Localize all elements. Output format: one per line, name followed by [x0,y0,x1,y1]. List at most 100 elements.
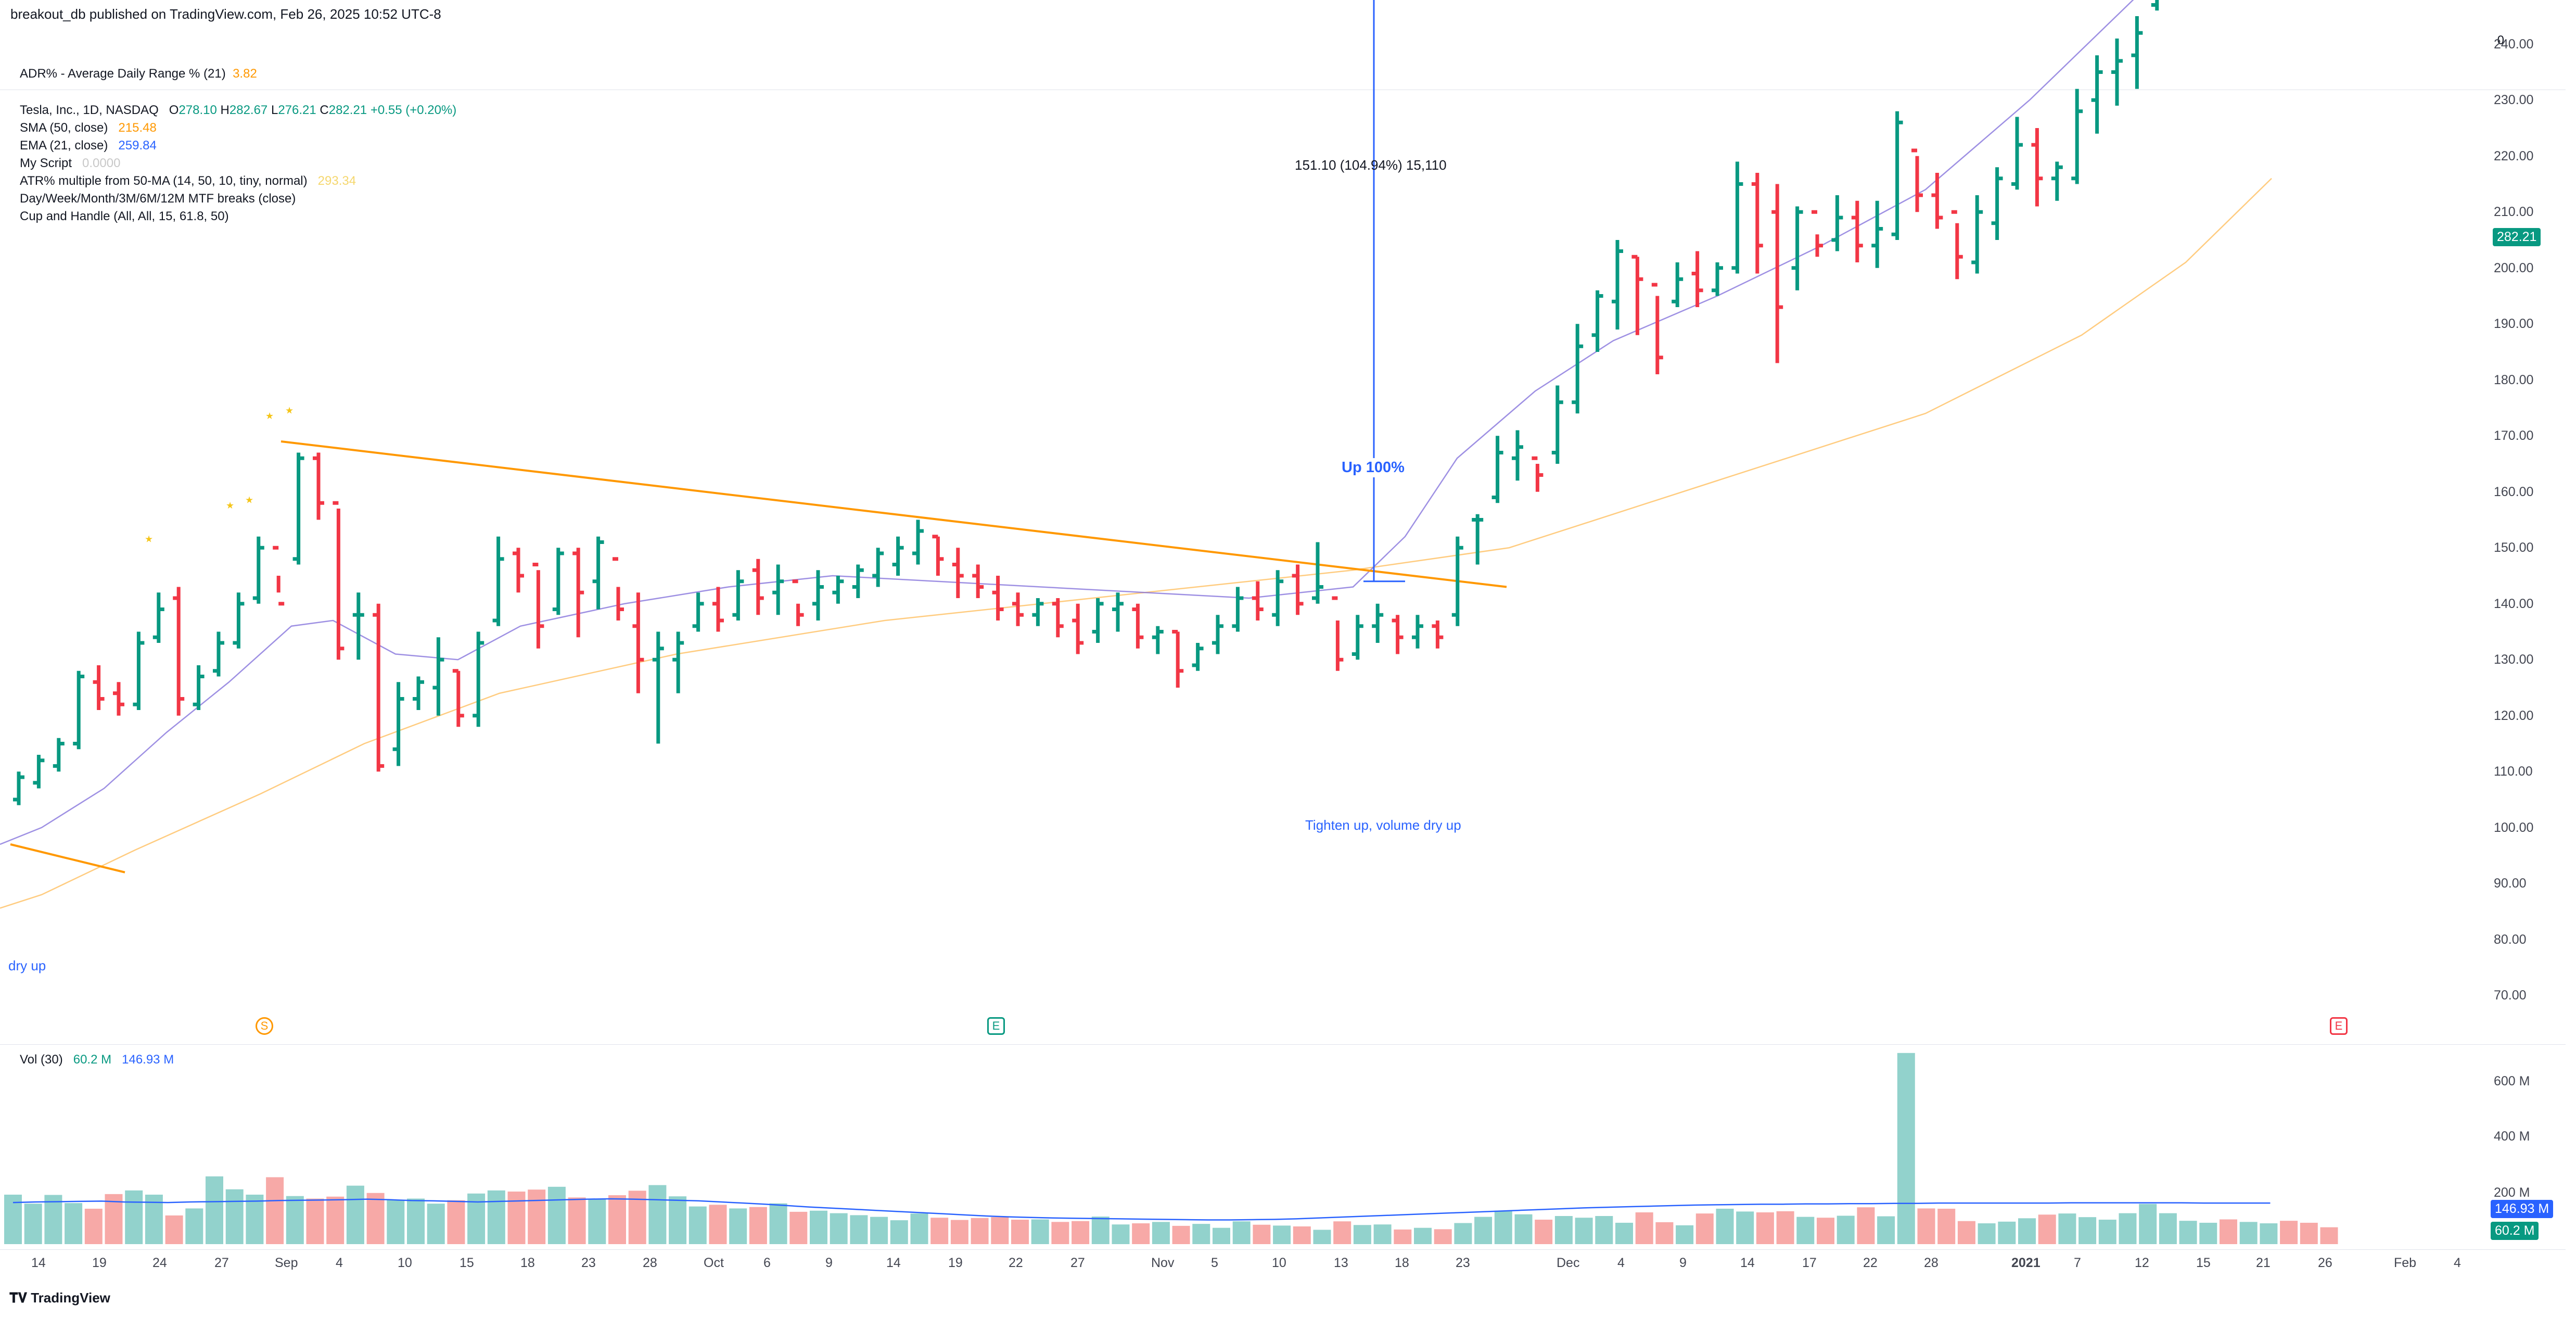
volume-legend[interactable]: Vol (30) 60.2 M 146.93 M [20,1053,174,1067]
adr-value: 3.82 [233,67,257,81]
sma-label: SMA (50, close) [20,121,108,135]
volume-bar [1937,1208,1956,1244]
tradingview-logo[interactable]: 𝐓𝐕 TradingView [9,1290,110,1307]
low-label: L [271,103,278,117]
upcoming-earnings-letter: E [2335,1019,2343,1032]
volume-bar [769,1203,787,1244]
measure-label: 151.10 (104.94%) 15,110 [1295,157,1447,173]
volume-bar [1535,1220,1553,1244]
volume-bar [2139,1204,2157,1244]
mtf-legend[interactable]: Day/Week/Month/3M/6M/12M MTF breaks (clo… [20,192,296,206]
volume-bar [346,1185,364,1244]
volume-bar [688,1206,707,1244]
ohlc-bar [1272,570,1284,626]
signal-star-icon: ★ [145,534,153,544]
x-tick-label: 27 [1070,1256,1085,1270]
volume-bar [749,1207,767,1244]
cup-legend[interactable]: Cup and Handle (All, All, 15, 61.8, 50) [20,209,229,224]
volume-bar [648,1185,667,1244]
ohlc-bar [1032,598,1044,626]
volume-bar [910,1213,928,1244]
volume-bar [1595,1216,1613,1244]
ohlc-bar [672,631,684,693]
ohlc-bar [33,755,45,789]
x-tick-label: 10 [1272,1256,1286,1270]
atr-legend[interactable]: ATR% multiple from 50-MA (14, 50, 10, ti… [20,174,356,188]
x-tick-label: 28 [1924,1256,1939,1270]
ohlc-bar [1812,210,1823,257]
volume-bar [2320,1227,2338,1244]
open-label: O [169,103,179,117]
volume-bar [1031,1219,1049,1244]
upcoming-earnings-marker[interactable]: E [2330,1017,2348,1035]
ohlc-bar [1532,456,1544,492]
ohlc-bar [1911,148,1923,212]
ohlc-bar [1052,598,1064,638]
volume-bar [185,1208,203,1244]
ohlc-bar [592,536,604,610]
ohlc-bar [1712,262,1723,296]
x-tick-label: 28 [643,1256,657,1270]
volume-bar [2260,1223,2278,1244]
x-tick-label: 4 [1617,1256,1625,1270]
volume-pane-divider [0,1044,2566,1045]
volume-bar [991,1217,1009,1244]
x-tick-label: 14 [1740,1256,1755,1270]
volume-bar [2199,1222,2217,1244]
volume-bar [487,1190,505,1244]
change-value: +0.55 (+0.20%) [370,103,457,117]
sma-legend[interactable]: SMA (50, close) 215.48 [20,121,157,135]
ohlc-bar [1672,262,1684,307]
volume-bar [1152,1222,1170,1244]
volume-bar [2018,1218,2036,1244]
x-tick-label: 22 [1009,1256,1023,1270]
volume-axis-200m: 200 M [2494,1185,2530,1200]
ohlc-bar [832,576,844,604]
split-event-marker[interactable]: S [256,1017,273,1035]
ohlc-bar [1572,324,1584,414]
x-axis[interactable]: 14 19 24 27 Sep 4 10 15 18 23 28 Oct 6 9 14 19 22 27 Nov 5 1… [0,1256,2566,1276]
ohlc-bar [1691,251,1703,307]
volume-bar [2159,1213,2177,1244]
volume-bar [810,1210,827,1244]
footer-label: TradingView [31,1290,110,1306]
trendline-flag-resistance [280,440,1507,588]
earnings-event-marker[interactable]: E [987,1017,1005,1035]
publisher-caption: breakout_db published on TradingView.com… [10,6,441,22]
ohlc-bar [2091,55,2103,134]
ohlc-bar [452,669,464,727]
x-tick-label: Feb [2394,1256,2417,1270]
symbol-legend[interactable]: Tesla, Inc., 1D, NASDAQ O278.10 H282.67 … [20,103,456,118]
ohlc-bar [233,592,245,649]
volume-bar [1091,1217,1110,1244]
ohlc-bar [632,592,644,693]
x-tick-label: 4 [336,1256,343,1270]
volume-bar [1554,1216,1573,1244]
trendline-base-line [10,843,125,873]
volume-bar [447,1200,465,1244]
ohlc-bar [972,564,984,598]
volume-bar [1957,1221,1975,1244]
volume-axis-600m: 600 M [2494,1074,2530,1088]
ohlc-bar [1351,615,1363,660]
volume-ma-badge: 146.93 M [2491,1200,2554,1218]
volume-bar [44,1195,62,1244]
ohlc-bar [572,548,584,638]
x-tick-label: Sep [275,1256,298,1270]
volume-bar [1072,1221,1090,1244]
volume-bar [1575,1218,1593,1244]
x-tick-label: 17 [1802,1256,1817,1270]
atr-label: ATR% multiple from 50-MA (14, 50, 10, ti… [20,174,308,188]
ohlc-bar [892,536,904,576]
sma50-line [0,178,2272,909]
volume-bar [1232,1221,1251,1244]
volume-bar [890,1220,908,1244]
x-tick-label: Oct [704,1256,724,1270]
ohlc-bar [373,603,385,772]
ema-legend[interactable]: EMA (21, close) 259.84 [20,138,157,153]
high-value: 282.67 [229,103,268,117]
volume-bar [1817,1218,1834,1244]
script-legend[interactable]: My Script 0.0000 [20,156,120,171]
ohlc-bar [513,548,524,593]
